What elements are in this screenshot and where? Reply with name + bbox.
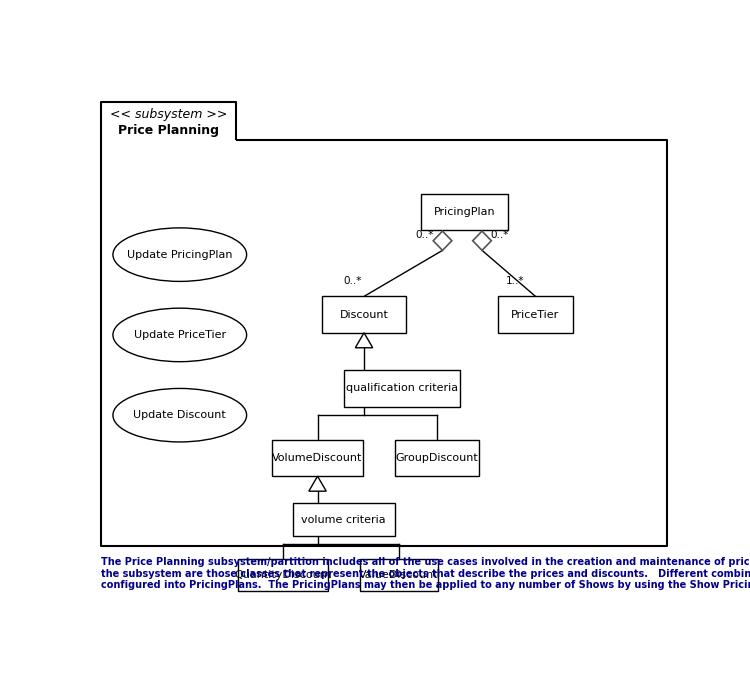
FancyBboxPatch shape (322, 296, 406, 333)
Text: VolumeDiscount: VolumeDiscount (272, 453, 363, 463)
Text: volume criteria: volume criteria (302, 514, 386, 525)
Text: Update PriceTier: Update PriceTier (134, 330, 226, 340)
Ellipse shape (113, 228, 247, 281)
Text: qualification criteria: qualification criteria (346, 384, 458, 393)
Text: QuantityDiscount: QuantityDiscount (234, 570, 332, 580)
Polygon shape (433, 231, 451, 250)
Text: GroupDiscount: GroupDiscount (395, 453, 478, 463)
FancyBboxPatch shape (394, 440, 478, 476)
FancyBboxPatch shape (238, 559, 328, 591)
Text: PricingPlan: PricingPlan (433, 207, 496, 217)
FancyBboxPatch shape (421, 194, 509, 230)
FancyBboxPatch shape (272, 440, 362, 476)
Text: 1..*: 1..* (506, 277, 524, 286)
Polygon shape (472, 231, 491, 250)
Text: << subsystem >>: << subsystem >> (110, 108, 227, 121)
Ellipse shape (113, 308, 247, 361)
Text: 0..*: 0..* (344, 277, 362, 286)
Text: The Price Planning subsystem/partition includes all of the use cases involved in: The Price Planning subsystem/partition i… (101, 557, 750, 590)
Text: Update PricingPlan: Update PricingPlan (127, 250, 232, 260)
Text: Discount: Discount (340, 309, 388, 320)
Polygon shape (356, 333, 373, 348)
Text: Update Discount: Update Discount (134, 410, 226, 420)
Text: Price Planning: Price Planning (118, 124, 219, 137)
FancyBboxPatch shape (498, 296, 573, 333)
Text: PriceTier: PriceTier (512, 309, 560, 320)
Polygon shape (309, 476, 326, 491)
Text: 0..*: 0..* (490, 230, 508, 240)
Text: ValueDiscount: ValueDiscount (359, 570, 439, 580)
FancyBboxPatch shape (292, 503, 394, 536)
Ellipse shape (113, 389, 247, 442)
FancyBboxPatch shape (360, 559, 438, 591)
FancyBboxPatch shape (344, 370, 460, 407)
Text: 0..*: 0..* (416, 230, 434, 240)
